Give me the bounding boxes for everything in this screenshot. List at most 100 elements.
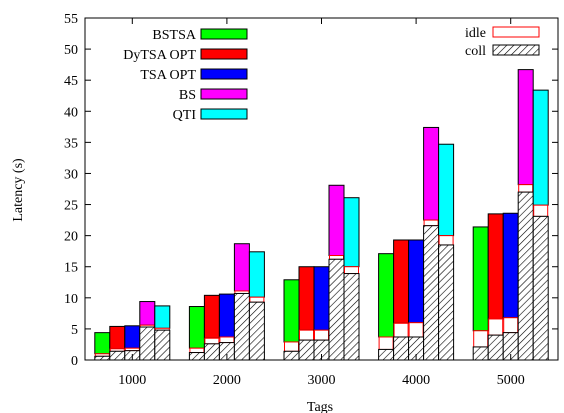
- legend-label: coll: [465, 44, 486, 59]
- bar-coll-segment: [233, 292, 250, 361]
- bar-coll-segment: [343, 273, 360, 361]
- bar-coll-segment: [154, 329, 171, 361]
- series-legend: BSTSA DyTSA OPT TSA OPT BS QTI: [123, 28, 248, 123]
- bar-idle-segment: [219, 336, 235, 344]
- legend-swatch: [200, 108, 248, 120]
- y-tick-label: 35: [64, 136, 78, 151]
- bar-idle-segment: [204, 337, 220, 345]
- bar-bs-5000: [517, 69, 534, 186]
- legend-label: QTI: [173, 108, 197, 123]
- component-legend: idle coll: [465, 26, 540, 59]
- bar-coll-segment: [378, 348, 395, 361]
- bar-coll-segment: [298, 339, 315, 361]
- legend-swatch: [200, 68, 248, 80]
- bar-coll-segment: [423, 225, 440, 361]
- y-tick-label: 40: [64, 105, 78, 120]
- bar-coll-segment: [203, 343, 220, 361]
- x-tick-label: 2000: [213, 373, 241, 388]
- y-tick-label: 10: [64, 292, 78, 307]
- bar-idle-segment: [284, 341, 299, 352]
- bar-bs-4000: [423, 126, 440, 221]
- bar-bstsa-1000: [94, 332, 111, 355]
- y-tick-label: 20: [64, 230, 78, 245]
- y-tick-label: 45: [64, 74, 78, 89]
- bar-idle-segment: [473, 330, 489, 348]
- bar-qti-1000: [154, 305, 171, 329]
- bar-idle-segment: [533, 204, 549, 217]
- bar-idle-segment: [189, 347, 205, 354]
- bar-coll-segment: [109, 350, 126, 361]
- bar-coll-segment: [472, 346, 489, 361]
- bar-tsa-opt-3000: [313, 266, 330, 331]
- bars: [94, 69, 549, 361]
- y-tick-label: 5: [71, 323, 78, 338]
- bar-coll-segment: [517, 191, 534, 361]
- bar-dytsa-opt-5000: [487, 213, 504, 320]
- bar-coll-segment: [328, 258, 345, 361]
- bar-tsa-opt-5000: [502, 212, 519, 319]
- bar-qti-3000: [343, 197, 360, 268]
- bar-qti-2000: [248, 251, 265, 298]
- bar-tsa-opt-4000: [408, 239, 425, 324]
- legend-label: TSA OPT: [140, 68, 196, 83]
- bar-tsa-opt-2000: [218, 293, 235, 338]
- bar-idle-segment: [518, 184, 534, 193]
- bar-bs-3000: [328, 184, 345, 257]
- bar-idle-segment: [329, 255, 344, 260]
- x-tick-label: 3000: [308, 373, 336, 388]
- bar-dytsa-opt-4000: [393, 239, 410, 324]
- bar-coll-segment: [438, 244, 455, 361]
- bar-idle-segment: [488, 318, 504, 336]
- legend-label: BSTSA: [152, 28, 196, 43]
- y-tick-label: 15: [64, 261, 78, 276]
- bar-idle-segment: [378, 336, 394, 350]
- legend-swatch: [200, 48, 248, 60]
- bar-idle-segment: [249, 296, 265, 303]
- bar-dytsa-opt-3000: [298, 266, 315, 331]
- legend-label: idle: [465, 26, 486, 41]
- bar-coll-segment: [248, 301, 265, 361]
- y-tick-label: 30: [64, 167, 78, 182]
- y-tick-label: 25: [64, 199, 78, 214]
- y-axis-label: Latency (s): [11, 158, 26, 222]
- bar-bstsa-2000: [188, 306, 205, 349]
- bar-qti-4000: [438, 143, 455, 237]
- bar-idle-segment: [503, 317, 519, 334]
- y-tick-label: 0: [71, 354, 78, 369]
- legend-swatch: [492, 44, 540, 56]
- bar-coll-segment: [532, 215, 549, 361]
- bar-bs-1000: [139, 301, 156, 326]
- bar-idle-segment: [299, 329, 314, 341]
- x-axis-label: Tags: [307, 400, 333, 413]
- x-tick-label: 4000: [402, 373, 430, 388]
- bar-bstsa-3000: [283, 279, 300, 343]
- bar-idle-segment: [344, 266, 359, 275]
- bar-idle-segment: [423, 219, 439, 227]
- bar-idle-segment: [408, 322, 424, 338]
- bar-qti-5000: [532, 89, 549, 206]
- bar-idle-segment: [438, 235, 454, 246]
- bar-coll-segment: [487, 334, 504, 361]
- bar-bstsa-5000: [472, 226, 489, 332]
- bar-coll-segment: [393, 336, 410, 361]
- legend-swatch: [200, 88, 248, 100]
- legend-label: BS: [179, 88, 196, 103]
- bar-dytsa-opt-1000: [109, 325, 126, 350]
- x-tick-label: 1000: [118, 373, 146, 388]
- bar-idle-segment: [314, 329, 329, 341]
- x-tick-label: 5000: [497, 373, 525, 388]
- bar-coll-segment: [94, 355, 111, 361]
- bar-idle-segment: [393, 322, 409, 338]
- bar-coll-segment: [283, 350, 300, 361]
- bar-coll-segment: [139, 326, 156, 361]
- bar-bstsa-4000: [378, 253, 395, 338]
- axes: 0 5 10 15 20 25 30 35 40 45 50 55 1000 2000 3000 4000 50…: [64, 12, 559, 388]
- bar-tsa-opt-1000: [124, 325, 141, 349]
- legend-swatch: [200, 28, 248, 40]
- y-tick-label: 55: [64, 12, 78, 27]
- bar-dytsa-opt-2000: [203, 294, 220, 339]
- bar-coll-segment: [188, 352, 205, 361]
- bar-bs-2000: [233, 243, 250, 292]
- legend-label: DyTSA OPT: [123, 48, 196, 63]
